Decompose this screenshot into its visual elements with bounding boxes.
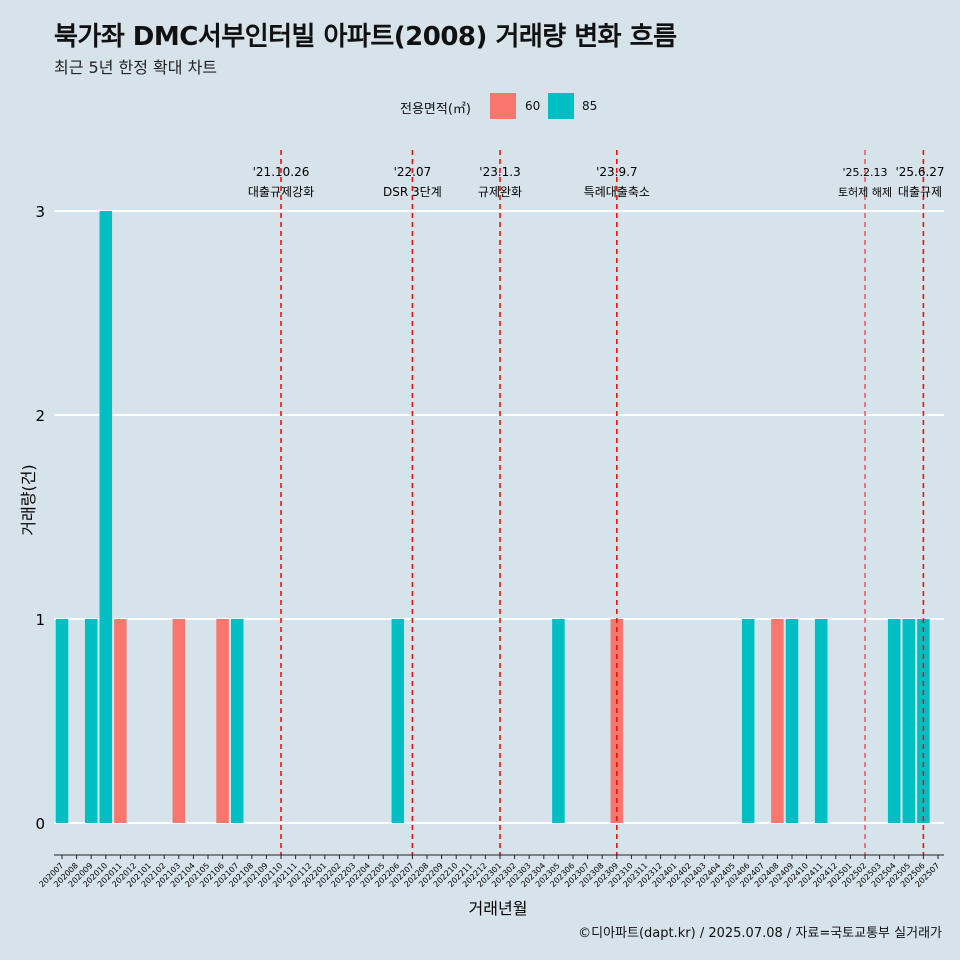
legend-key-85: [548, 93, 574, 119]
bar-202009-85: [84, 619, 98, 823]
event-label-5: 대출규제: [898, 185, 942, 199]
event-label-2: 규제완화: [478, 185, 522, 199]
event-date-2: '23.1.3: [479, 165, 520, 179]
event-label-1: DSR 3단계: [383, 185, 442, 199]
bar-202409-85: [785, 619, 799, 823]
legend-label-60: 60: [525, 99, 541, 113]
bar-202406-85: [741, 619, 755, 823]
bar-202106-60: [216, 619, 229, 823]
event-date-3: '23.9.7: [596, 165, 637, 179]
event-date-5: '25.6.27: [895, 165, 944, 179]
bars: [55, 211, 930, 823]
bar-202010-85: [99, 211, 113, 823]
event-label-4: 토허제 해제: [838, 185, 892, 199]
bar-202505-85: [902, 619, 916, 823]
bar-202107-85: [230, 619, 244, 823]
event-label-0: 대출규제강화: [248, 185, 314, 199]
legend: 전용면적(㎡) 60 85: [0, 93, 960, 121]
bar-202007-85: [55, 619, 69, 823]
axes: 0123202007202008202009202010202011202012…: [35, 203, 944, 889]
event-date-4: '25.2.13: [842, 166, 887, 179]
x-axis-title: 거래년월: [469, 899, 528, 918]
chart-title: 북가좌 DMC서부인터빌 아파트(2008) 거래량 변화 흐름: [54, 22, 677, 52]
y-tick-label-1: 1: [35, 611, 45, 629]
legend-label-85: 85: [582, 99, 598, 113]
chart-subtitle: 최근 5년 한정 확대 차트: [54, 58, 218, 77]
bar-202411-85: [814, 619, 828, 823]
event-date-0: '21.10.26: [253, 165, 310, 179]
y-tick-label-0: 0: [35, 815, 45, 833]
legend-title: 전용면적(㎡): [400, 102, 471, 117]
bar-202011-60: [114, 619, 127, 823]
bar-202305-85: [552, 619, 565, 823]
bar-202408-60: [771, 619, 784, 823]
event-label-3: 특례대출축소: [584, 185, 650, 199]
y-tick-label-3: 3: [35, 203, 45, 221]
bar-202103-60: [172, 619, 186, 823]
source-caption: ©디아파트(dapt.kr) / 2025.07.08 / 자료=국토교통부 실…: [578, 926, 942, 941]
bar-202504-85: [887, 619, 901, 823]
policy-events: '21.10.26 대출규제강화 '22.07 DSR 3단계 '23.1.3 규제완화 '…: [248, 150, 945, 855]
y-tick-label-2: 2: [35, 407, 45, 425]
y-axis-title: 거래량(건): [19, 464, 38, 535]
legend-key-60: [490, 93, 516, 119]
bar-202206-85: [391, 619, 405, 823]
gridlines: [54, 210, 944, 824]
event-date-1: '22.07: [394, 165, 432, 179]
